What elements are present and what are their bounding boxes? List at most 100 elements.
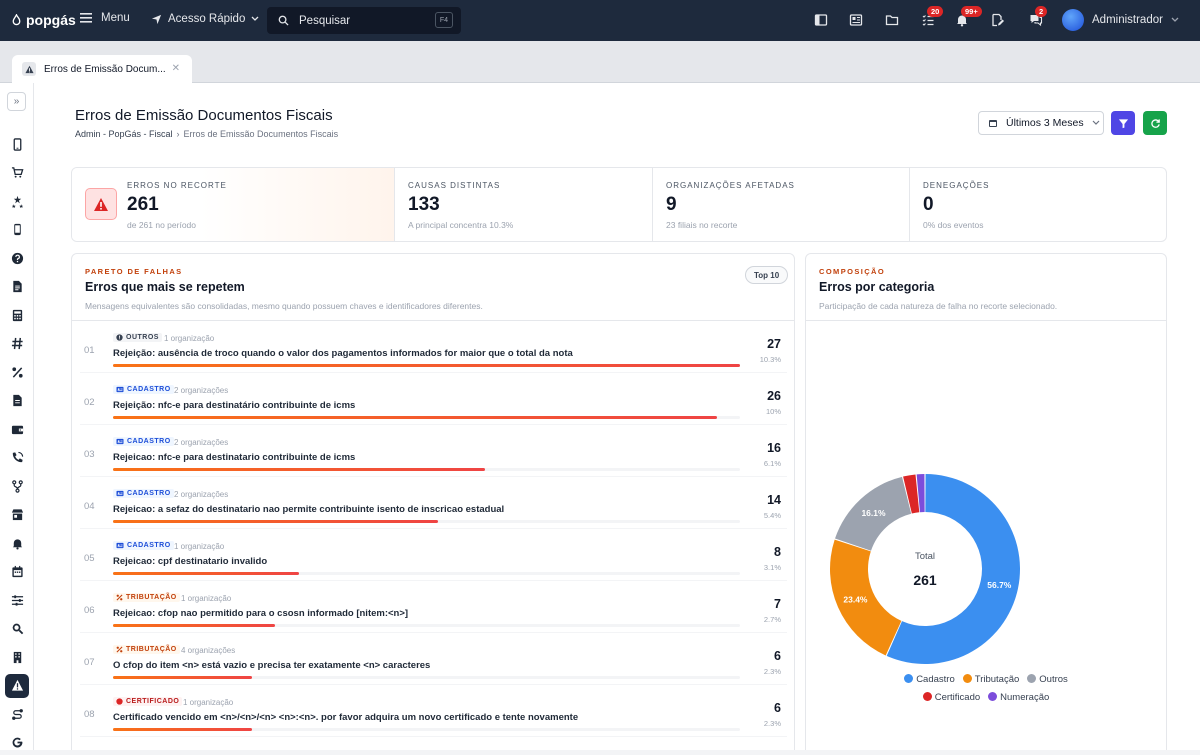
legend-item-tributação[interactable]: Tributação — [962, 674, 1019, 685]
row-share-bar — [113, 676, 252, 679]
donut-slice-numeração[interactable] — [916, 474, 925, 513]
kpi-organizations: ORGANIZAÇÕES AFETADAS 9 23 filiais no re… — [653, 168, 909, 241]
panel-description: Mensagens equivalentes são consolidadas,… — [85, 301, 483, 311]
popgas-logo[interactable]: popgás — [10, 12, 76, 28]
close-icon[interactable]: ✕ — [171, 63, 180, 74]
chart-legend: Certificado Numeração — [806, 692, 1166, 703]
row-count: 8 — [774, 545, 781, 559]
store-icon[interactable] — [5, 503, 29, 527]
percent-icon[interactable] — [5, 360, 29, 384]
row-percent: 3.1% — [763, 563, 781, 572]
mobile-icon[interactable] — [5, 132, 29, 156]
legend-item-certificado[interactable]: Certificado — [922, 692, 980, 703]
newspaper-icon[interactable] — [848, 12, 864, 28]
building-icon[interactable] — [5, 645, 29, 669]
branch-icon[interactable] — [5, 474, 29, 498]
pareto-row[interactable]: 05 CADASTRO 1 organização Rejeicao: cpf des… — [80, 529, 787, 581]
row-message: Rejeicao: cfop nao permitido para o csos… — [113, 608, 409, 619]
menu-label: Menu — [101, 12, 130, 24]
expand-sidebar-button[interactable]: » — [7, 92, 26, 111]
panel-eyebrow: COMPOSIÇÃO — [819, 267, 886, 276]
pareto-row[interactable]: 02 CADASTRO 2 organizações Rejeição: nfc-e … — [80, 373, 787, 425]
row-count: 6 — [774, 701, 781, 715]
category-label: CADASTRO — [127, 386, 171, 393]
sliders-icon[interactable] — [5, 588, 29, 612]
legend-item-outros[interactable]: Outros — [1027, 674, 1068, 685]
legend-item-cadastro[interactable]: Cadastro — [904, 674, 955, 685]
file-icon[interactable] — [5, 389, 29, 413]
refresh-icon — [1150, 118, 1160, 128]
phone-icon[interactable] — [5, 218, 29, 242]
period-select[interactable]: Últimos 3 Meses — [978, 111, 1104, 135]
calculator-icon[interactable] — [5, 303, 29, 327]
main-content: Erros de Emissão Documentos Fiscais Admi… — [34, 83, 1200, 750]
refresh-button[interactable] — [1143, 111, 1167, 135]
edit-document-icon[interactable] — [990, 12, 1006, 28]
google-icon[interactable] — [5, 731, 29, 755]
donut-slice-cadastro[interactable] — [886, 474, 1020, 664]
category-label: CADASTRO — [127, 490, 171, 497]
category-tag: CADASTRO — [113, 385, 174, 394]
filter-icon — [1118, 118, 1128, 128]
zoom-icon[interactable] — [5, 617, 29, 641]
tasks-badge: 20 — [927, 6, 944, 17]
row-organizations: 2 organizações — [174, 386, 229, 395]
legend-item-numeração[interactable]: Numeração — [988, 692, 1049, 703]
stars-icon[interactable] — [5, 189, 29, 213]
sidebar-panel-icon[interactable] — [813, 12, 829, 28]
pareto-row[interactable]: 07 TRIBUTAÇÃO 4 organizações O cfop do item… — [80, 633, 787, 685]
pareto-row[interactable]: 01 OUTROS 1 organização Rejeição: ausência … — [80, 321, 787, 373]
folder-icon[interactable] — [884, 12, 900, 28]
quick-access-button[interactable]: Acesso Rápido — [151, 13, 259, 25]
row-share-bar — [113, 728, 252, 731]
hash-icon[interactable] — [5, 332, 29, 356]
row-organizations: 1 organização — [174, 542, 225, 551]
breadcrumb-item-parent[interactable]: Admin - PopGás - Fiscal — [75, 129, 173, 139]
calendar-icon[interactable] — [5, 560, 29, 584]
category-icon — [116, 490, 124, 497]
row-share-bar — [113, 416, 717, 419]
donut-slice-tributação[interactable] — [830, 539, 902, 656]
call-icon[interactable] — [5, 446, 29, 470]
donut-slice-certificado[interactable] — [903, 474, 920, 514]
pareto-row[interactable]: 04 CADASTRO 2 organizações Rejeicao: a sefa… — [80, 477, 787, 529]
flame-icon — [12, 13, 21, 25]
row-share-bar — [113, 364, 740, 367]
user-menu[interactable]: Administrador — [1062, 9, 1179, 31]
kpi-label: CAUSAS DISTINTAS — [408, 181, 501, 190]
pareto-row[interactable]: 03 CADASTRO 2 organizações Rejeicao: nfc-e … — [80, 425, 787, 477]
notifications-badge: 99+ — [961, 6, 982, 17]
tasks-icon[interactable]: 20 — [920, 6, 944, 28]
row-share-track — [113, 676, 740, 679]
breadcrumb-separator: › — [176, 129, 180, 139]
bell-icon[interactable] — [5, 531, 29, 555]
donut-slice-outros[interactable] — [835, 476, 912, 551]
category-icon — [116, 386, 124, 393]
chat-icon[interactable]: 2 — [1028, 6, 1048, 28]
menu-button[interactable]: Menu — [80, 12, 130, 24]
tab-erros-emissao[interactable]: Erros de Emissão Docum... ✕ — [12, 55, 192, 83]
tab-strip: Erros de Emissão Docum... ✕ — [0, 41, 1200, 83]
pareto-row[interactable]: 08 CERTIFICADO 1 organização Certificado ve… — [80, 685, 787, 737]
row-share-track — [113, 624, 740, 627]
filter-button[interactable] — [1111, 111, 1135, 135]
bell-icon[interactable]: 99+ — [954, 6, 982, 28]
help-icon[interactable] — [5, 246, 29, 270]
avatar — [1062, 9, 1084, 31]
route-icon[interactable] — [5, 702, 29, 726]
cart-icon[interactable] — [5, 161, 29, 185]
donut-center-value: 261 — [913, 572, 937, 588]
pareto-row[interactable]: 06 TRIBUTAÇÃO 1 organização Rejeicao: cfop … — [80, 581, 787, 633]
search-box[interactable]: Pesquisar F4 — [267, 7, 461, 34]
period-label: Últimos 3 Meses — [1006, 117, 1084, 129]
row-share-track — [113, 572, 740, 575]
legend-swatch — [962, 674, 972, 683]
wallet-icon[interactable] — [5, 417, 29, 441]
row-count: 26 — [767, 389, 781, 403]
warning-icon[interactable] — [5, 673, 29, 698]
search-shortcut: F4 — [435, 12, 453, 28]
document-icon[interactable] — [5, 275, 29, 299]
category-tag: TRIBUTAÇÃO — [113, 645, 180, 654]
panel-description: Participação de cada natureza de falha n… — [819, 301, 1058, 311]
row-count: 27 — [767, 337, 781, 351]
